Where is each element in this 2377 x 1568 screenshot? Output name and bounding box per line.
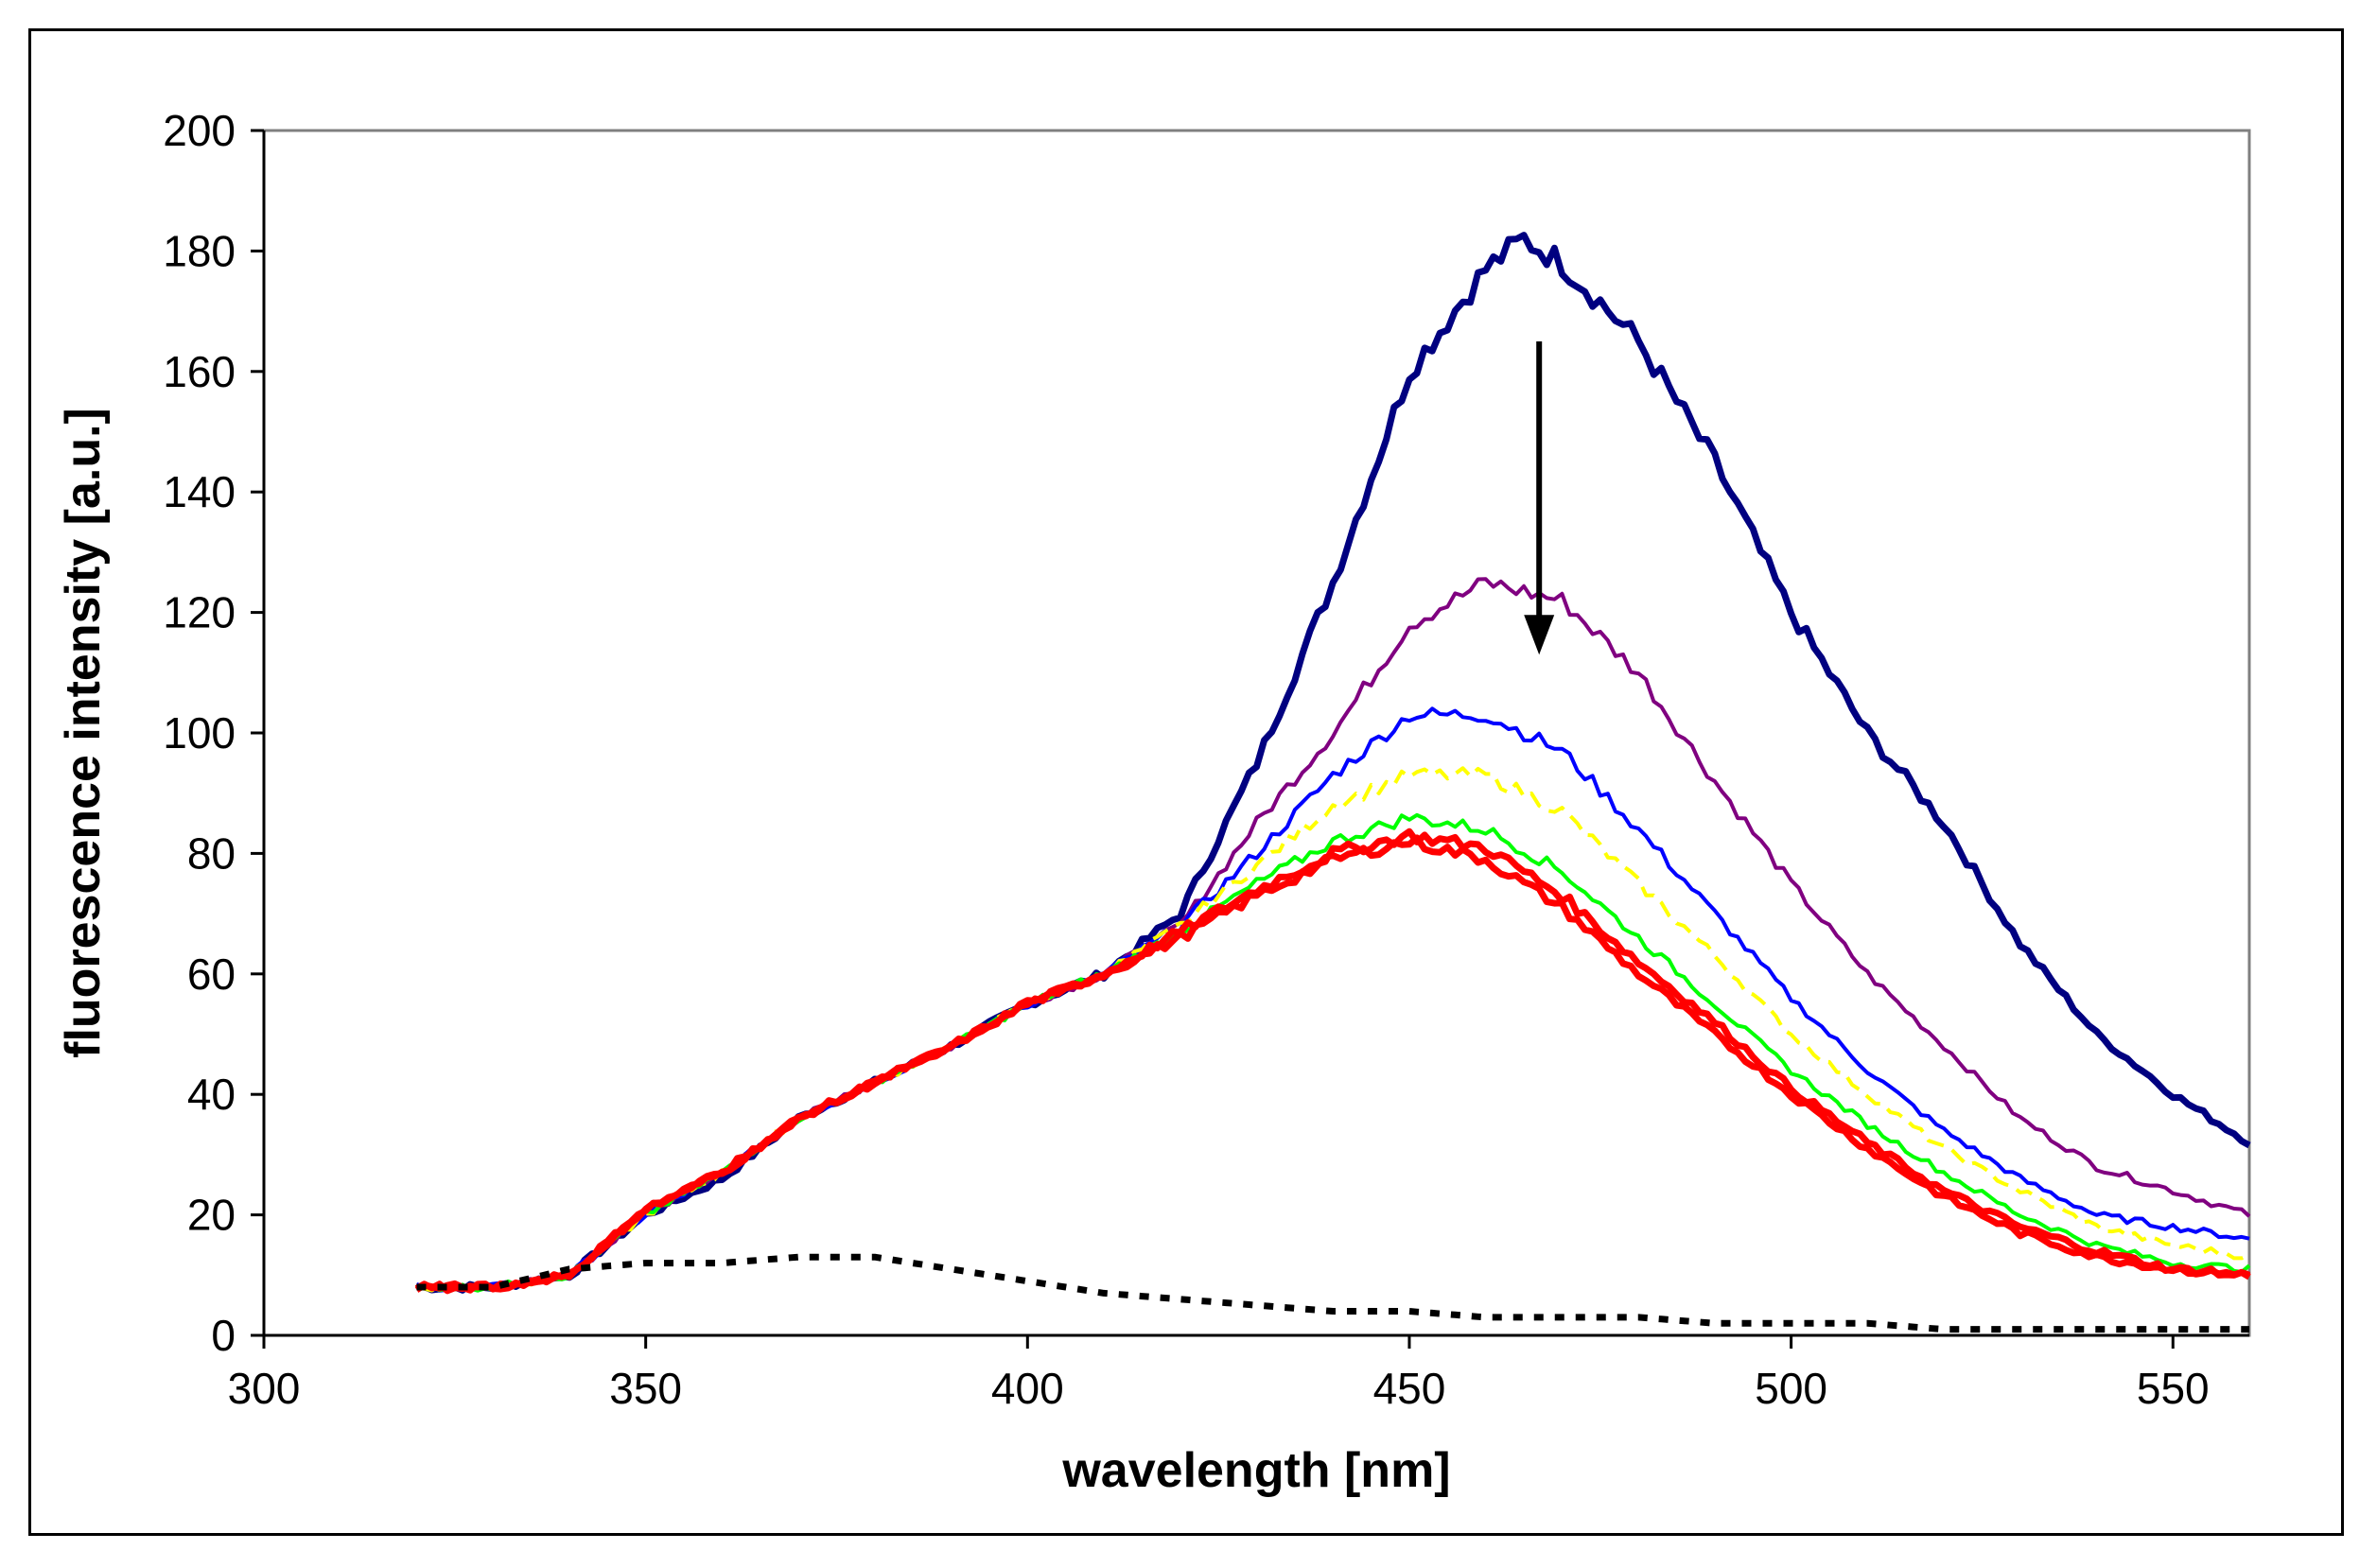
series-line-6 [414,828,2251,1295]
y-tick-label: 100 [163,708,236,758]
y-tick-label: 0 [211,1311,236,1360]
series-line-8 [416,1253,2249,1333]
y-tick-label: 180 [163,226,236,275]
y-tick-label: 200 [163,106,236,155]
y-tick-label: 140 [163,467,236,516]
x-tick-label: 400 [991,1364,1064,1413]
y-tick-label: 40 [187,1070,236,1119]
x-tick-label: 450 [1373,1364,1446,1413]
y-tick-label: 80 [187,828,236,878]
plot-border [262,129,2251,1337]
x-tick-label: 350 [609,1364,682,1413]
x-tick-label: 300 [228,1364,301,1413]
plot-area [262,129,2251,1337]
axes-layer: 0 20 40 60 80 100 120 140 160 180 200 300 350 400 450 5… [163,106,2249,1413]
series-layer [414,232,2251,1333]
series-line-1 [416,232,2251,1294]
x-tick-label: 550 [2137,1364,2210,1413]
chart-frame [28,28,2344,1536]
y-tick-label: 60 [187,950,236,999]
y-tick-label: 160 [163,347,236,396]
x-axis-title: wavelength [nm] [1061,1443,1450,1498]
y-tick-label: 120 [163,588,236,637]
trend-arrow-head [1524,615,1555,655]
y-tick-label: 20 [187,1191,236,1240]
y-axis-title: fluorescence intensity [a.u.] [56,408,111,1058]
series-line-5 [416,812,2251,1293]
x-tick-label: 500 [1755,1364,1827,1413]
series-line-7 [414,834,2251,1294]
annotation-layer [1524,340,1555,655]
